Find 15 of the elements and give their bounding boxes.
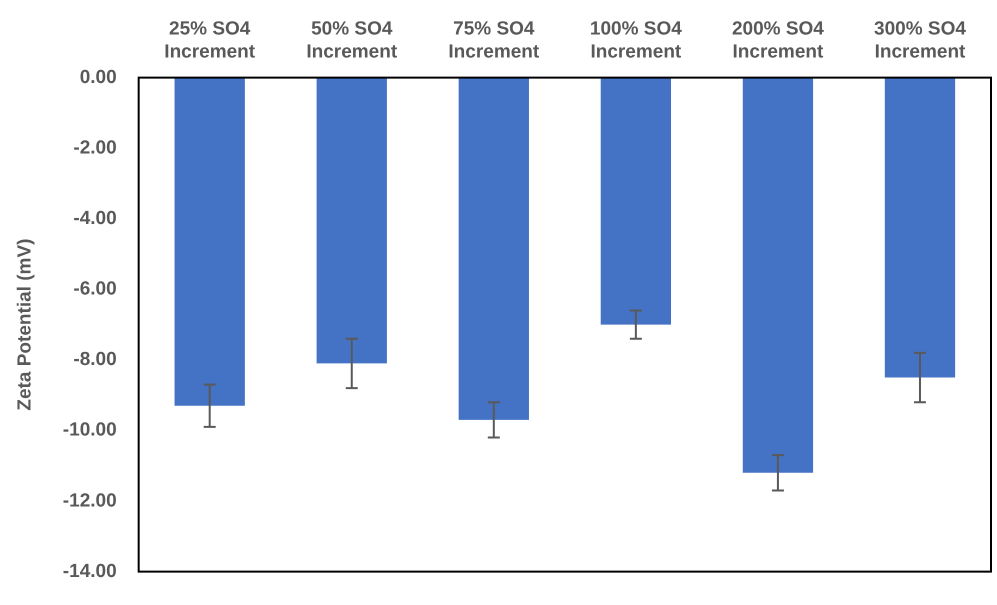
x-tick-label: 25% SO4 Increment [164,18,256,62]
x-tick-label: 100% SO4 Increment [590,18,682,62]
y-tick-label: -10.00 [62,420,117,441]
y-tick-label: -14.00 [62,560,117,582]
y-tick-label: 0.00 [80,66,117,88]
y-tick-label: -12.00 [62,490,117,512]
y-axis-title: Zeta Potential (mV) [14,238,36,411]
x-tick-label: 200% SO4 Increment [732,18,824,62]
x-tick-label: 300% SO4 Increment [874,18,966,62]
x-tick-label: 75% SO4 Increment [448,18,540,62]
y-tick-label: -8.00 [73,349,117,370]
y-tick-label: -2.00 [73,137,117,158]
x-tick-label: 50% SO4 Increment [306,18,398,62]
y-tick-label: -4.00 [73,208,117,229]
y-tick-label: -6.00 [73,278,117,300]
